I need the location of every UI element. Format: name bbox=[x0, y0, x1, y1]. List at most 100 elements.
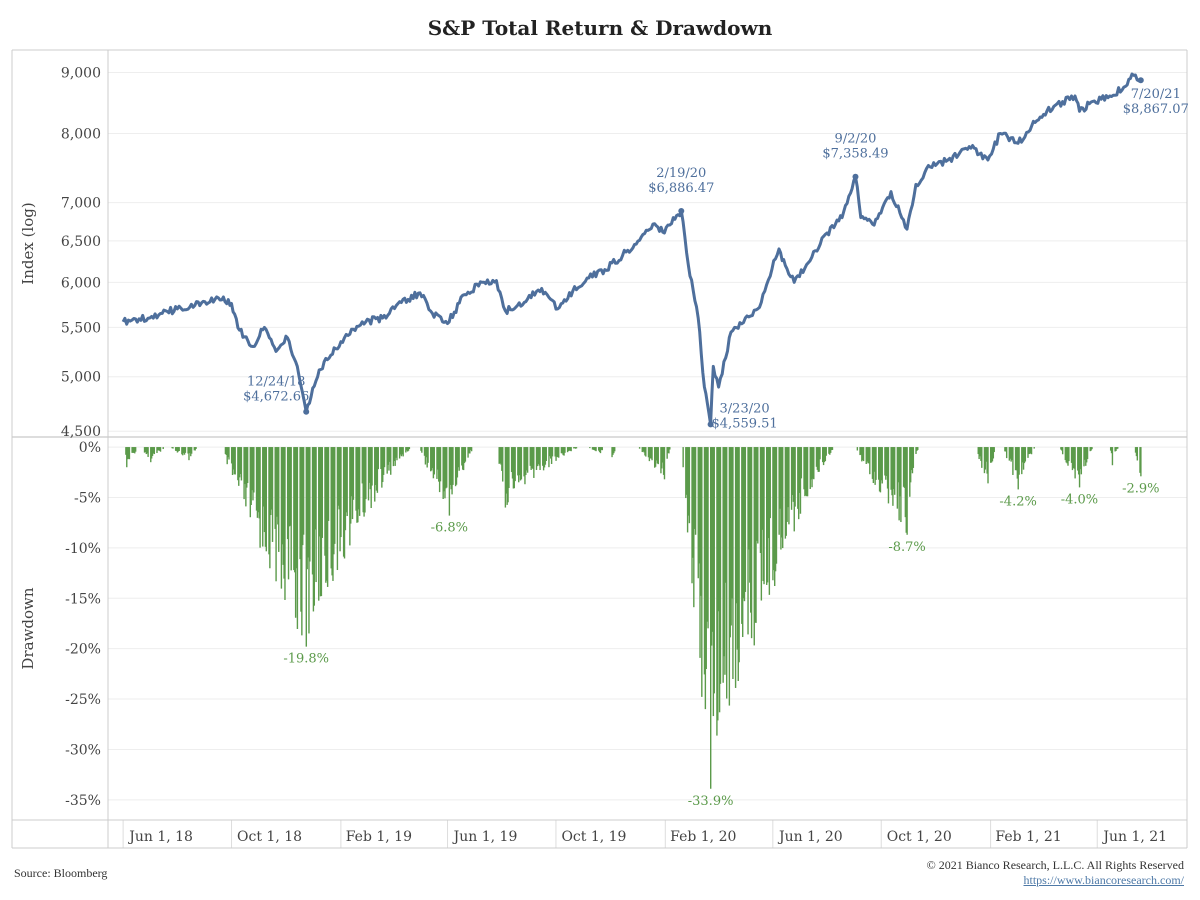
drawdown-bar bbox=[376, 447, 379, 493]
drawdown-bar bbox=[556, 447, 558, 457]
drawdown-bar bbox=[270, 447, 272, 516]
drawdown-bar bbox=[1110, 447, 1113, 454]
drawdown-bar bbox=[307, 447, 309, 558]
drawdown-bar bbox=[1109, 447, 1112, 451]
drawdown-bar bbox=[350, 447, 353, 497]
drawdown-bar bbox=[468, 447, 470, 454]
drawdown-bar bbox=[238, 447, 240, 486]
drawdown-bar bbox=[667, 447, 669, 453]
drawdown-bar bbox=[1018, 447, 1020, 475]
drawdown-bar bbox=[785, 447, 787, 536]
drawdown-bar bbox=[718, 447, 721, 713]
drawdown-bar bbox=[1111, 447, 1114, 466]
annotation-value: $4,559.51 bbox=[712, 416, 778, 431]
drawdown-bar bbox=[506, 447, 508, 505]
drawdown-bar bbox=[885, 447, 887, 480]
x-tick-label: Jun 1, 19 bbox=[452, 829, 518, 845]
drawdown-bar bbox=[145, 447, 148, 455]
drawdown-bar bbox=[318, 447, 321, 537]
drawdown-bar bbox=[448, 447, 451, 516]
drawdown-bar bbox=[550, 447, 553, 464]
drawdown-bar bbox=[271, 447, 274, 542]
drawdown-bar bbox=[1005, 447, 1008, 459]
drawdown-bar bbox=[505, 447, 507, 494]
drawdown-bar bbox=[184, 447, 187, 453]
drawdown-bar bbox=[264, 447, 267, 547]
drawdown-bar bbox=[551, 447, 554, 457]
drawdown-bar bbox=[227, 447, 229, 458]
annotation-value: $4,672.66 bbox=[243, 390, 309, 405]
drawdown-bar bbox=[337, 447, 339, 506]
index-line-layer bbox=[121, 72, 1144, 428]
drawdown-bar bbox=[225, 447, 228, 455]
drawdown-bar bbox=[800, 447, 803, 479]
drawdown-bar bbox=[452, 447, 454, 485]
drawdown-bar bbox=[438, 447, 440, 482]
drawdown-bar bbox=[1061, 447, 1064, 455]
drawdown-bar bbox=[350, 447, 352, 524]
drawdown-bar bbox=[716, 447, 718, 736]
drawdown-bar bbox=[778, 447, 780, 535]
drawdown-bar bbox=[333, 447, 335, 555]
drawdown-bar bbox=[430, 447, 433, 471]
drawdown-bar bbox=[570, 447, 572, 452]
drawdown-bar bbox=[338, 447, 340, 510]
chart-frame bbox=[11, 49, 1188, 849]
drawdown-bar bbox=[737, 447, 739, 681]
drawdown-bar bbox=[561, 447, 563, 454]
drawdown-bar bbox=[687, 447, 690, 516]
drawdown-bar bbox=[1085, 447, 1088, 463]
drawdown-bar bbox=[980, 447, 982, 461]
drawdown-bar bbox=[788, 447, 790, 525]
drawdown-bar bbox=[150, 447, 153, 459]
annotation-value: $8,867.07 bbox=[1123, 102, 1189, 117]
drawdown-bar bbox=[365, 447, 367, 500]
drawdown-bar bbox=[742, 447, 745, 599]
drawdown-bar bbox=[710, 447, 713, 646]
drawdown-bar bbox=[614, 447, 616, 452]
drawdown-bar bbox=[763, 447, 765, 585]
drawdown-bar bbox=[1077, 447, 1080, 475]
drawdown-bar bbox=[735, 447, 738, 604]
drawdown-bar bbox=[423, 447, 426, 456]
drawdown-bar bbox=[253, 447, 255, 493]
drawdown-bar bbox=[250, 447, 252, 506]
drawdown-bar bbox=[380, 447, 382, 470]
drawdown-bar bbox=[439, 447, 442, 482]
drawdown-bar bbox=[705, 447, 707, 670]
drawdown-bar bbox=[589, 447, 591, 449]
drawdown-bar bbox=[132, 447, 134, 453]
drawdown-bar bbox=[822, 447, 825, 466]
drawdown-bar bbox=[1021, 447, 1024, 463]
drawdown-bar bbox=[862, 447, 865, 462]
website-link[interactable]: https://www.biancoresearch.com/ bbox=[1023, 873, 1184, 887]
drawdown-bar bbox=[568, 447, 571, 451]
drawdown-bar bbox=[718, 447, 720, 612]
drawdown-bar bbox=[517, 447, 519, 476]
drawdown-bar bbox=[158, 447, 160, 451]
drawdown-bar bbox=[762, 447, 764, 582]
drawdown-bar bbox=[881, 447, 883, 484]
drawdown-bar bbox=[916, 447, 918, 451]
drawdown-bar bbox=[710, 447, 712, 789]
drawdown-bar bbox=[238, 447, 241, 478]
drawdown-bar bbox=[1139, 447, 1141, 473]
drawdown-bar bbox=[885, 447, 888, 477]
drawdown-bar bbox=[701, 447, 703, 697]
drawdown-bar bbox=[501, 447, 503, 471]
drawdown-bar bbox=[723, 447, 725, 657]
drawdown-bar bbox=[387, 447, 389, 465]
drawdown-bar bbox=[569, 447, 571, 451]
drawdown-bar bbox=[358, 447, 361, 516]
drawdown-bar bbox=[1011, 447, 1013, 461]
drawdown-bar bbox=[641, 447, 643, 453]
drawdown-label: -19.8% bbox=[283, 652, 329, 667]
drawdown-bar bbox=[1115, 447, 1117, 452]
drawdown-bar bbox=[510, 447, 513, 473]
drawdown-bar bbox=[1023, 447, 1026, 464]
y-tick-label: -15% bbox=[65, 591, 101, 607]
drawdown-bar bbox=[798, 447, 801, 493]
drawdown-bar bbox=[288, 447, 291, 527]
drawdown-bar bbox=[592, 447, 595, 450]
drawdown-bar bbox=[382, 447, 384, 483]
